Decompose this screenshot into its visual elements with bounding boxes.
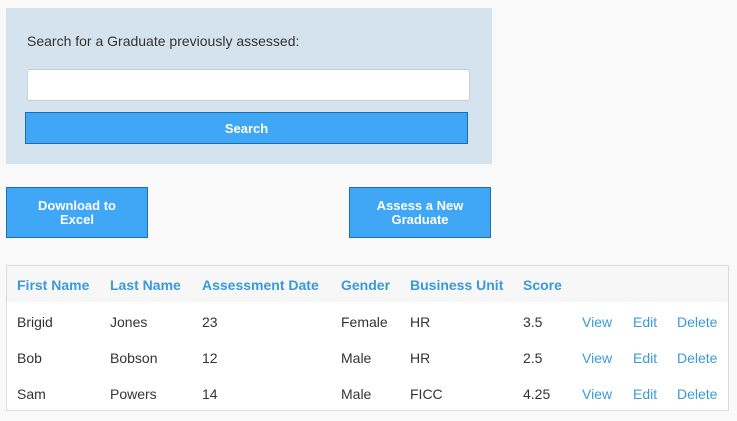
cell-score: 3.5 — [523, 314, 543, 330]
header-gender[interactable]: Gender — [341, 277, 391, 293]
cell-assessment-date: 12 — [202, 350, 218, 366]
view-link[interactable]: View — [582, 350, 613, 366]
header-assessment-date[interactable]: Assessment Date — [202, 277, 319, 293]
cell-last-name: Bobson — [110, 350, 158, 366]
cell-gender: Female — [341, 314, 388, 330]
cell-last-name: Powers — [110, 386, 157, 402]
cell-score: 2.5 — [523, 350, 543, 366]
delete-link[interactable]: Delete — [677, 314, 718, 330]
header-score[interactable]: Score — [523, 277, 562, 293]
download-to-excel-button[interactable]: Download to Excel — [6, 187, 148, 238]
search-button[interactable]: Search — [25, 112, 468, 144]
search-input[interactable] — [27, 69, 470, 101]
cell-score: 4.25 — [523, 386, 551, 402]
table-row: Brigid Jones 23 Female HR 3.5 View Edit … — [7, 303, 728, 339]
results-table: First Name Last Name Assessment Date Gen… — [6, 265, 729, 411]
view-link[interactable]: View — [582, 386, 613, 402]
cell-gender: Male — [341, 350, 372, 366]
delete-link[interactable]: Delete — [677, 350, 718, 366]
assess-new-graduate-button[interactable]: Assess a New Graduate — [349, 187, 491, 238]
cell-first-name: Sam — [17, 386, 46, 402]
cell-business-unit: FICC — [410, 386, 443, 402]
cell-assessment-date: 23 — [202, 314, 218, 330]
cell-last-name: Jones — [110, 314, 148, 330]
delete-link[interactable]: Delete — [677, 386, 718, 402]
table-header: First Name Last Name Assessment Date Gen… — [7, 266, 728, 302]
header-business-unit[interactable]: Business Unit — [410, 277, 504, 293]
cell-business-unit: HR — [410, 350, 431, 366]
cell-gender: Male — [341, 386, 372, 402]
table-row: Bob Bobson 12 Male HR 2.5 View Edit Dele… — [7, 339, 728, 375]
edit-link[interactable]: Edit — [633, 350, 658, 366]
table-row: Sam Powers 14 Male FICC 4.25 View Edit D… — [7, 375, 728, 411]
cell-first-name: Bob — [17, 350, 42, 366]
edit-link[interactable]: Edit — [633, 386, 658, 402]
search-panel: Search for a Graduate previously assesse… — [6, 8, 492, 164]
cell-assessment-date: 14 — [202, 386, 218, 402]
header-last-name[interactable]: Last Name — [110, 277, 181, 293]
search-label: Search for a Graduate previously assesse… — [27, 33, 300, 49]
cell-first-name: Brigid — [17, 314, 53, 330]
header-first-name[interactable]: First Name — [17, 277, 90, 293]
edit-link[interactable]: Edit — [633, 314, 658, 330]
view-link[interactable]: View — [582, 314, 613, 330]
cell-business-unit: HR — [410, 314, 431, 330]
